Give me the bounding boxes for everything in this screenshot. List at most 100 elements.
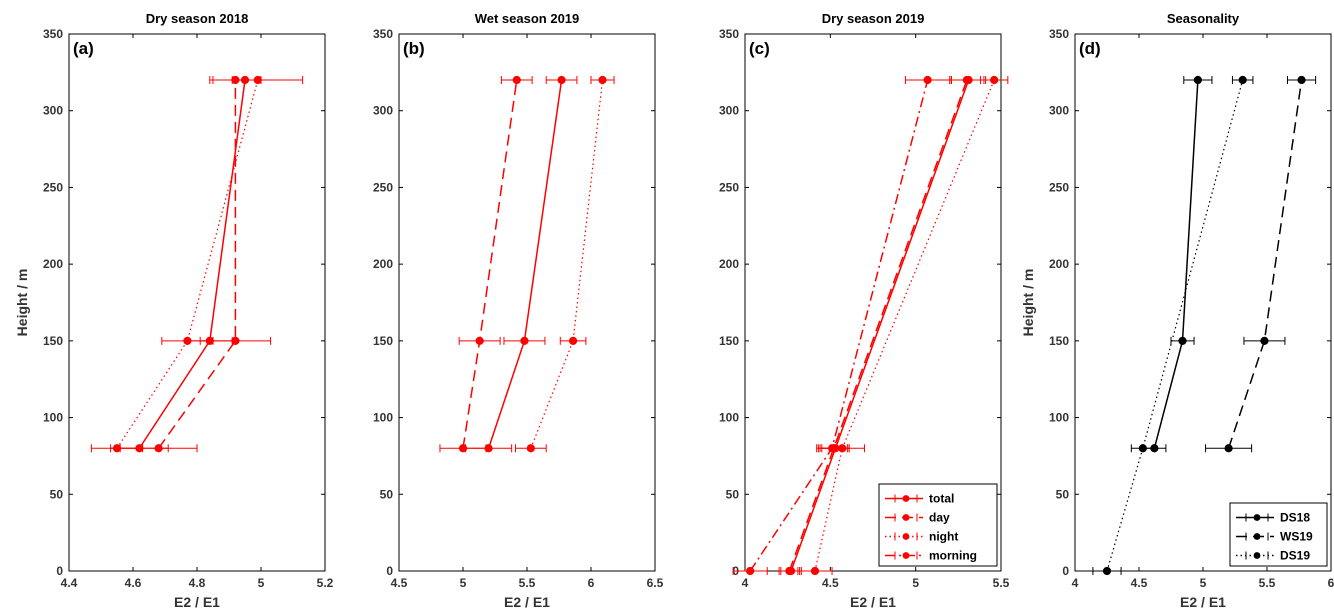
data-point — [1297, 75, 1306, 85]
data-point — [827, 444, 837, 453]
x-tick-label: 5 — [460, 576, 467, 590]
data-point — [458, 444, 468, 453]
legend-label: morning — [929, 549, 977, 563]
data-point — [1178, 336, 1187, 345]
data-point — [785, 566, 794, 576]
x-tick-label: 4.5 — [391, 576, 408, 590]
data-point — [1224, 444, 1233, 453]
data-point — [990, 75, 999, 85]
legend-swatch-marker — [1253, 552, 1261, 559]
data-point — [512, 75, 521, 85]
series-line — [1227, 79, 1303, 449]
y-tick-label: 300 — [373, 104, 393, 118]
series-WS19 — [1205, 75, 1317, 453]
x-tick-label: 4.8 — [189, 576, 206, 590]
series-line — [1153, 79, 1199, 449]
y-tick-label: 150 — [1049, 334, 1069, 348]
y-tick-label: 150 — [719, 334, 739, 348]
y-tick-label: 350 — [719, 27, 739, 41]
series-dotted — [90, 75, 304, 453]
chart-title: Dry season 2019 — [822, 11, 925, 26]
x-tick-label: 5.5 — [993, 576, 1010, 590]
series-line — [157, 80, 237, 449]
y-tick-label: 250 — [373, 180, 393, 194]
series-line — [462, 79, 518, 449]
y-tick-label: 200 — [43, 257, 63, 271]
legend: total day night morning — [878, 483, 998, 567]
plot-frame — [744, 33, 1002, 572]
data-point — [475, 336, 484, 345]
data-point — [810, 566, 820, 576]
data-point — [1260, 336, 1269, 345]
panel-label: (c) — [749, 39, 770, 58]
series-morning — [732, 75, 951, 576]
data-point — [112, 444, 122, 453]
x-tick-label: 5 — [258, 576, 265, 590]
x-tick-label: 6.5 — [647, 576, 664, 590]
series-line — [138, 79, 246, 449]
legend-label: night — [929, 530, 958, 544]
series-line — [530, 79, 604, 449]
legend-label: total — [929, 492, 954, 506]
data-point — [183, 336, 192, 345]
x-tick-label: 4 — [1072, 576, 1079, 590]
legend-swatch-marker — [1253, 533, 1261, 540]
series-line — [116, 79, 259, 449]
legend-label: day — [929, 511, 950, 525]
plot-frame — [398, 33, 656, 572]
legend-label: WS19 — [1280, 530, 1313, 544]
series-line — [814, 79, 995, 572]
data-point — [1238, 75, 1247, 85]
y-tick-label: 300 — [43, 104, 63, 118]
series-DS18 — [1142, 75, 1213, 453]
data-point — [231, 336, 240, 345]
series-line — [788, 79, 968, 572]
y-tick-label: 150 — [43, 334, 63, 348]
y-tick-label: 300 — [1049, 104, 1069, 118]
panel-label: (b) — [403, 39, 425, 58]
series-dashed — [119, 75, 272, 453]
x-tick-label: 4.4 — [61, 576, 78, 590]
y-tick-label: 50 — [50, 487, 64, 501]
legend: DS18 WS19 DS19 — [1229, 502, 1328, 567]
legend-label: DS18 — [1280, 511, 1310, 525]
panel-b: 0 50 100 150 200 250 300 350 4.5 5 5.5 6 6.5 Wet seas… — [373, 11, 664, 610]
y-tick-label: 100 — [43, 411, 63, 425]
x-tick-label: 5.2 — [317, 576, 334, 590]
y-tick-label: 350 — [373, 27, 393, 41]
series-line — [1106, 79, 1244, 572]
plot-frame — [1074, 33, 1332, 572]
y-tick-label: 100 — [1049, 411, 1069, 425]
data-point — [520, 336, 529, 345]
series-solid — [465, 75, 578, 453]
y-tick-label: 50 — [1056, 487, 1070, 501]
series-line — [487, 79, 563, 449]
x-tick-label: 4.5 — [1131, 576, 1148, 590]
y-tick-label: 100 — [373, 411, 393, 425]
y-tick-label: 50 — [726, 487, 740, 501]
data-point — [253, 75, 262, 85]
x-tick-label: 4.6 — [125, 576, 142, 590]
y-tick-label: 0 — [1062, 564, 1069, 578]
y-tick-label: 250 — [1049, 180, 1069, 194]
legend-swatch-marker — [1253, 514, 1261, 521]
data-point — [154, 444, 163, 453]
y-tick-label: 150 — [373, 334, 393, 348]
x-tick-label: 5.5 — [1259, 576, 1276, 590]
panel-a: 0 50 100 150 200 250 300 350 4.4 4.6 4.8 5 5.2 Dry se… — [14, 11, 334, 610]
y-tick-label: 350 — [1049, 27, 1069, 41]
data-point — [746, 566, 755, 576]
data-point — [1138, 444, 1147, 453]
y-axis-label: Height / m — [1020, 269, 1036, 337]
x-axis-label: E2 / E1 — [1180, 594, 1226, 610]
data-point — [526, 444, 535, 453]
y-tick-label: 100 — [719, 411, 739, 425]
x-tick-label: 4.5 — [822, 576, 839, 590]
series-dotted — [514, 75, 615, 453]
y-tick-label: 250 — [719, 180, 739, 194]
x-tick-label: 4 — [742, 576, 749, 590]
data-point — [962, 75, 971, 85]
x-tick-label: 5.5 — [519, 576, 536, 590]
panel-label: (a) — [73, 39, 94, 58]
